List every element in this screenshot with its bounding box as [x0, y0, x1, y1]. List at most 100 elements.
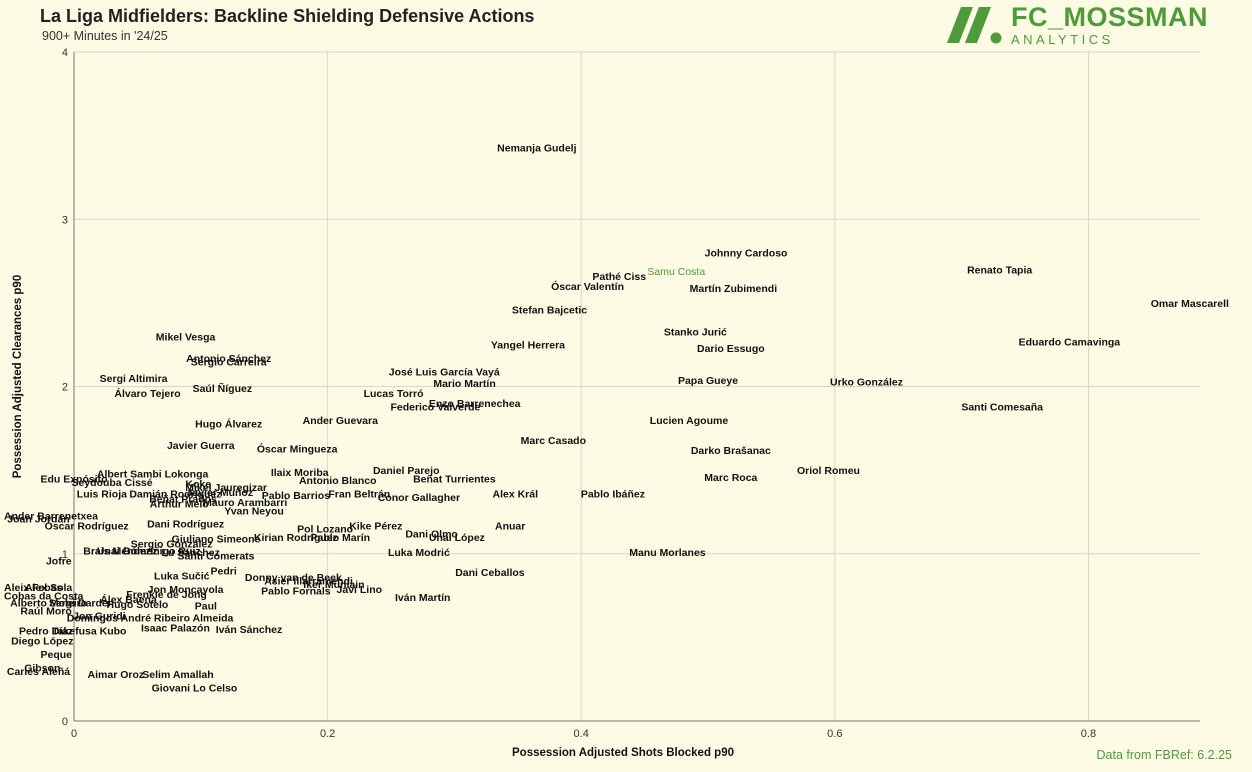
point-label: Yangel Herrera: [491, 340, 565, 352]
point-label: Martín Zubimendi: [690, 283, 778, 295]
point-label: Seydouba Cissé: [71, 477, 152, 489]
point-label: Takefusa Kubo: [52, 626, 126, 638]
point-label: Beñat Prados: [149, 494, 217, 506]
point-label: Unai Gómez: [97, 545, 158, 557]
point-label: Carles Aleñá: [7, 666, 70, 678]
point-label: Mikel Vesga: [156, 331, 216, 343]
point-label: Cobas da Costa: [4, 591, 84, 603]
point-label: Sergi Darder: [49, 597, 112, 609]
point-label: Donny van de Beek: [245, 572, 342, 584]
y-tick-label: 2: [62, 382, 68, 394]
point-label: Diego López: [11, 636, 73, 648]
point-label: Dario Essugo: [697, 343, 765, 355]
x-tick-label: 0.2: [320, 728, 335, 740]
point-label: Marc Roca: [704, 472, 757, 484]
point-label: Iván Martín: [395, 592, 450, 604]
point-label: Gibson: [24, 662, 60, 674]
point-label: Antonio Sánchez: [186, 353, 271, 365]
logo-subtitle: ANALYTICS: [1010, 32, 1114, 47]
point-label: Federico Valverde: [390, 402, 480, 414]
point-label: Mario Martín: [433, 378, 495, 390]
point-label: Damián Rodríguez: [129, 489, 221, 501]
point-label: Paul: [195, 601, 217, 613]
point-label: Asier Illarramendi: [264, 576, 353, 588]
point-label: Samu Costa: [647, 266, 705, 278]
point-label: Iván Sánchez: [216, 624, 283, 636]
point-label: Luka Sučić: [154, 570, 210, 582]
point-label: Sergio Carreira: [191, 356, 267, 368]
point-label: José Luis García Vayá: [389, 366, 500, 378]
x-tick-label: 0.6: [827, 728, 842, 740]
point-label: Javier Muñoz: [187, 487, 254, 499]
point-label: Ander Barrenetxea: [4, 510, 98, 522]
point-label: Stefan Bajcetic: [512, 305, 587, 317]
point-label: Santi Comesaña: [961, 402, 1043, 414]
point-label: Óscar Mingueza: [257, 442, 338, 455]
point-label: Lucien Agoume: [650, 415, 729, 427]
point-label: Johnny Cardoso: [705, 248, 788, 260]
point-label: Omar Mascarell: [1151, 298, 1229, 310]
point-label: Alex Sola: [25, 582, 72, 594]
chart-title: La Liga Midfielders: Backline Shielding …: [40, 6, 535, 26]
point-label: Luis Rioja: [77, 489, 127, 501]
point-label: Jon Moncayola: [148, 584, 224, 596]
point-label: Albert Sambi Lokonga: [97, 468, 209, 480]
brand-logo: FC_MOSSMAN ANALYTICS: [945, 4, 1208, 46]
point-label: Alberto Moleiro: [10, 597, 87, 609]
point-label: Javi Lino: [337, 584, 383, 596]
point-label: Pablo Barrios: [262, 490, 330, 502]
slash-logo-icon: [946, 7, 1002, 44]
point-label: Joan Jordán: [7, 514, 69, 526]
point-label: Beñat Turrientes: [413, 473, 496, 485]
logo-wordmark: FC_MOSSMAN: [1010, 2, 1208, 32]
point-label: Iker Muniain: [303, 579, 364, 591]
point-label: Frenkie de Jong: [126, 589, 207, 601]
point-label: Pedro Díaz: [19, 626, 73, 638]
point-label: Ilaix Moriba: [271, 467, 329, 479]
point-label: Dani Olmo: [405, 529, 458, 541]
point-label: Pol Lozano: [297, 524, 353, 536]
point-label: Pedri: [210, 565, 236, 577]
point-label: Óscar Rodríguez: [45, 519, 129, 532]
point-label: Pablo Fornals: [261, 586, 331, 598]
point-label: Brais Méndez: [83, 545, 151, 557]
point-label: Renato Tapia: [967, 264, 1032, 276]
point-label: Sergi Altimira: [100, 373, 168, 385]
y-axis-label: Possession Adjusted Clearances p90: [12, 275, 24, 478]
x-tick-label: 0.4: [574, 728, 589, 740]
point-label: Saúl Ñíguez: [193, 382, 253, 395]
point-label: Urko González: [830, 376, 903, 388]
point-label: Kirian Rodríguez: [254, 532, 338, 544]
point-label: Nemanja Gudelj: [497, 142, 576, 154]
point-label: Edu Expósito: [40, 473, 107, 485]
point-label: Hugo Álvarez: [195, 417, 262, 430]
point-label: Dani Rodríguez: [147, 519, 224, 531]
point-label: Jofre: [46, 555, 72, 567]
y-tick-label: 4: [62, 47, 68, 59]
point-label: Iñigo Ruiz: [150, 545, 200, 557]
point-label: Javier Guerra: [167, 440, 235, 452]
point-label: Lucas Torró: [364, 388, 424, 400]
point-label: Eduardo Camavinga: [1019, 336, 1121, 348]
point-label: Fran Beltrán: [328, 489, 390, 501]
point-label: Mikel Jauregizar: [185, 482, 267, 494]
point-label: Óscar Valentín: [551, 280, 624, 293]
point-label: Selim Amallah: [142, 669, 213, 681]
point-label: Mauro Arambarri: [203, 497, 287, 509]
chart-subtitle: 900+ Minutes in '24/25: [42, 29, 168, 43]
point-label: Isaac Palazón: [141, 622, 210, 634]
point-label: Pablo Marín: [311, 532, 371, 544]
point-label: Manu Morlanes: [629, 547, 706, 559]
point-label: Álex Baena: [100, 593, 157, 606]
point-label: Stanko Jurić: [664, 326, 727, 338]
x-axis-label: Possession Adjusted Shots Blocked p90: [512, 747, 734, 759]
point-label: Koke: [185, 479, 211, 491]
point-label: Raúl Moro: [20, 606, 71, 618]
point-label: Kike Pérez: [349, 520, 402, 532]
point-label: Alex Král: [493, 489, 539, 501]
y-tick-label: 3: [62, 214, 68, 226]
y-tick-label: 0: [62, 716, 68, 728]
point-label: Peque: [40, 649, 72, 661]
point-label: Lu Sánchez: [161, 547, 219, 559]
